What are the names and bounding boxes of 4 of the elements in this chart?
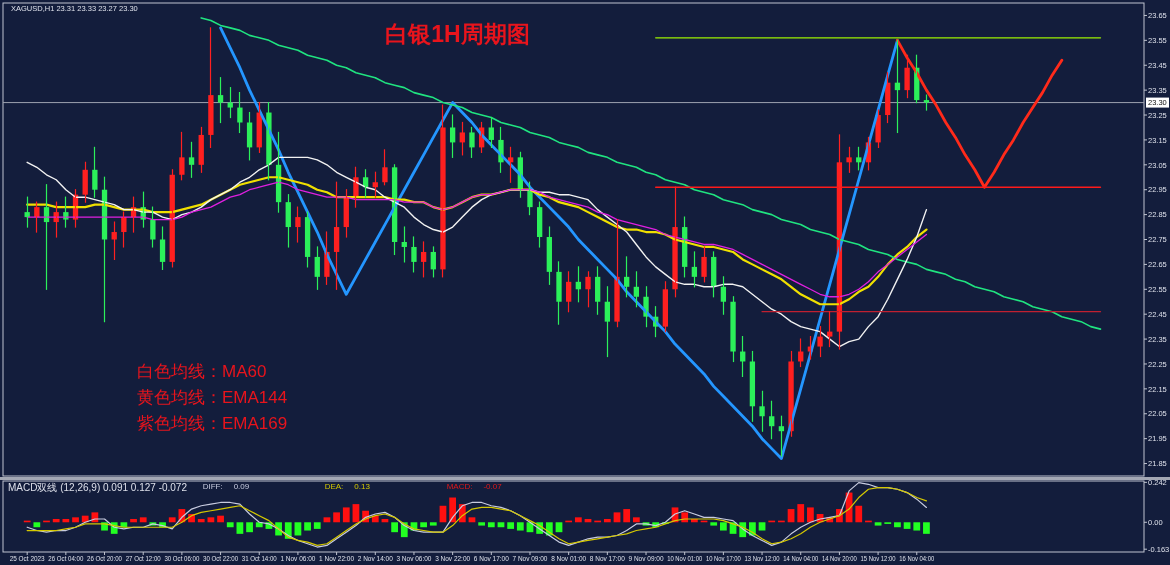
annotation: 黄色均线：EMA144 — [137, 388, 288, 407]
annotation: 白色均线：MA60 — [137, 362, 267, 381]
title: 白银1H周期图 — [385, 21, 530, 47]
annotation: 紫色均线：EMA169 — [137, 414, 288, 433]
